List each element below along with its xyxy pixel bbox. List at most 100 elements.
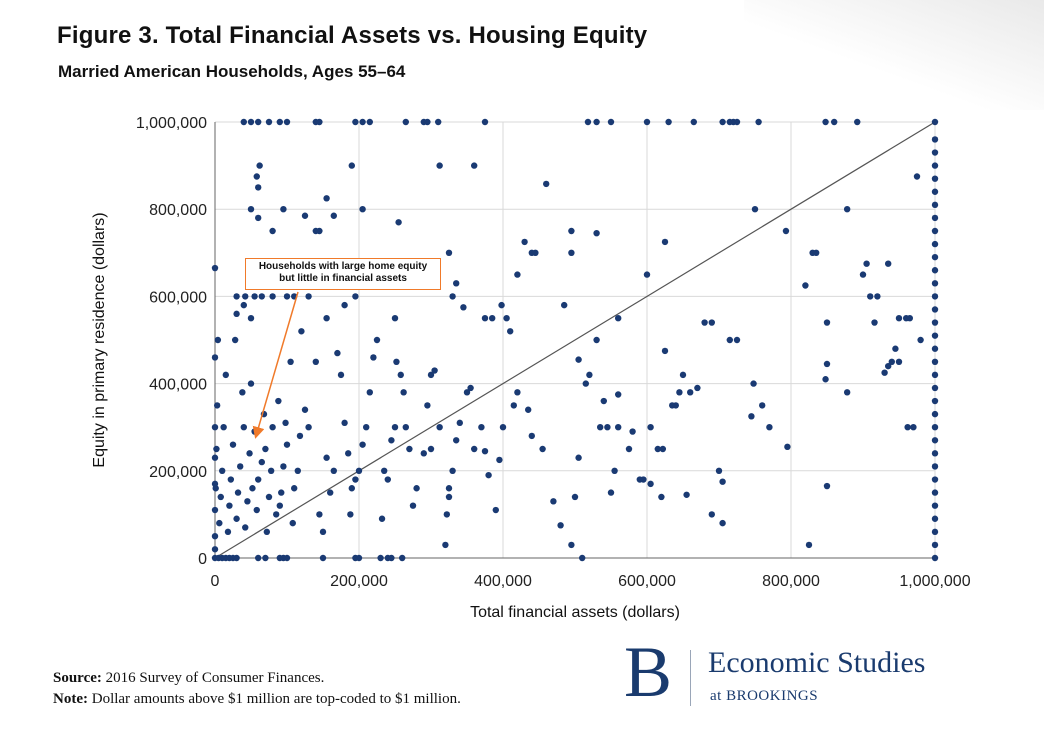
- data-point: [895, 358, 903, 365]
- data-point: [579, 554, 586, 562]
- data-point: [305, 293, 312, 300]
- data-point: [931, 528, 939, 536]
- data-point: [363, 424, 370, 431]
- data-point: [672, 402, 679, 409]
- data-point: [528, 432, 535, 440]
- data-point: [247, 206, 255, 213]
- data-point: [269, 293, 276, 300]
- data-point: [625, 445, 633, 453]
- data-point: [258, 293, 265, 300]
- data-point: [597, 424, 604, 431]
- data-point: [931, 149, 939, 156]
- data-point: [445, 493, 453, 501]
- data-point: [395, 219, 402, 226]
- data-point: [359, 118, 366, 126]
- data-point: [661, 347, 669, 355]
- data-point: [867, 293, 874, 300]
- data-point: [647, 480, 654, 488]
- data-point: [348, 485, 355, 492]
- data-point: [931, 371, 939, 379]
- data-point: [366, 389, 373, 396]
- data-point: [871, 319, 878, 326]
- data-point: [449, 467, 456, 474]
- data-point: [352, 476, 359, 483]
- data-point: [424, 118, 431, 126]
- data-point: [931, 293, 939, 300]
- data-point: [823, 319, 831, 326]
- data-point: [378, 515, 386, 522]
- data-point: [240, 118, 247, 126]
- data-point: [463, 389, 471, 396]
- data-point: [575, 454, 582, 461]
- data-point: [289, 519, 296, 527]
- data-point: [568, 541, 575, 549]
- data-point: [719, 118, 726, 126]
- data-point: [278, 489, 285, 496]
- data-point: [643, 271, 651, 278]
- data-point: [229, 441, 237, 448]
- data-point: [931, 554, 939, 562]
- data-point: [931, 214, 939, 222]
- data-point: [240, 301, 247, 309]
- data-point: [694, 384, 701, 392]
- data-point: [931, 476, 939, 483]
- source-label: Source:: [53, 670, 102, 686]
- data-point: [435, 118, 442, 126]
- data-point: [604, 424, 611, 431]
- data-point: [733, 336, 741, 344]
- data-point: [258, 458, 265, 466]
- data-point: [514, 271, 521, 278]
- data-point: [489, 315, 496, 322]
- footer-notes: Source: 2016 Survey of Consumer Finances…: [53, 668, 461, 710]
- data-point: [242, 524, 249, 531]
- data-point: [323, 454, 330, 461]
- data-point: [726, 336, 733, 344]
- data-point: [931, 515, 939, 522]
- data-point: [211, 424, 219, 431]
- data-point: [449, 293, 456, 300]
- data-point: [823, 482, 831, 490]
- data-point: [931, 136, 939, 143]
- data-point: [659, 445, 667, 453]
- brookings-logo-letter: B: [624, 632, 673, 712]
- data-point: [253, 173, 260, 180]
- data-point: [337, 371, 345, 379]
- logo-org: at BROOKINGS: [710, 688, 819, 704]
- data-point: [406, 445, 413, 453]
- data-point: [234, 489, 242, 496]
- data-point: [312, 227, 319, 235]
- data-point: [647, 424, 654, 431]
- annotation-box: Households with large home equity but li…: [245, 258, 441, 290]
- data-point: [388, 554, 395, 562]
- data-point: [931, 280, 939, 287]
- data-point: [885, 260, 892, 267]
- data-point: [262, 445, 269, 453]
- data-point: [931, 332, 939, 339]
- data-point: [485, 471, 492, 479]
- data-point: [910, 424, 917, 431]
- data-point: [499, 424, 507, 431]
- x-tick-label: 800,000: [762, 573, 820, 590]
- data-point: [312, 358, 319, 365]
- data-point: [316, 511, 323, 518]
- data-point: [715, 467, 723, 474]
- data-point: [211, 264, 219, 272]
- data-point: [366, 118, 373, 126]
- data-point: [481, 118, 489, 126]
- data-point: [445, 249, 453, 256]
- data-point: [265, 493, 273, 501]
- data-point: [532, 249, 539, 256]
- source-line: Source: 2016 Survey of Consumer Finances…: [53, 668, 461, 689]
- data-point: [445, 485, 453, 492]
- data-point: [550, 498, 557, 505]
- data-point: [913, 173, 921, 180]
- data-point: [355, 467, 363, 474]
- data-point: [255, 184, 262, 191]
- data-point: [471, 162, 478, 169]
- data-point: [496, 456, 503, 464]
- data-point: [301, 406, 309, 413]
- data-point: [436, 162, 443, 169]
- data-point: [345, 450, 352, 457]
- data-point: [701, 319, 708, 326]
- data-point: [543, 180, 550, 188]
